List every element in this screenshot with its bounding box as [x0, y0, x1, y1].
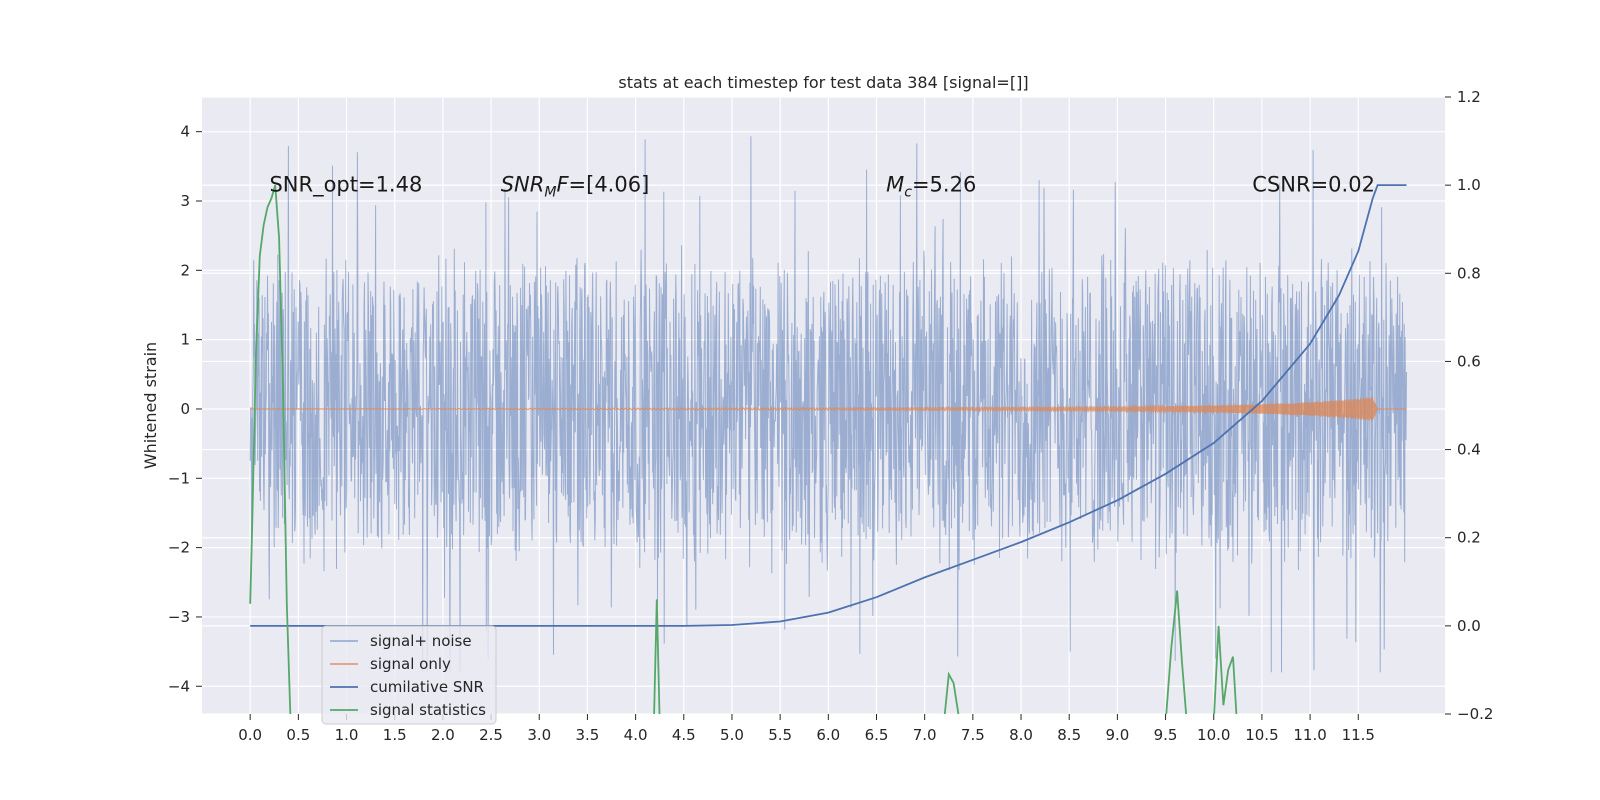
- legend-label: cumilative SNR: [370, 678, 484, 696]
- y-right-tick-label: 0.0: [1457, 617, 1481, 635]
- y-tick-label: −1: [168, 469, 190, 487]
- y-right-tick-label: 0.2: [1457, 529, 1481, 547]
- y-right-tick-label: −0.2: [1457, 705, 1493, 723]
- annotation-text: SNRMF=[4.06]: [501, 173, 650, 201]
- x-tick-label: 0.5: [286, 726, 310, 744]
- x-tick-label: 9.5: [1154, 726, 1178, 744]
- series-signal-noise-line: [249, 136, 1407, 673]
- legend-label: signal+ noise: [370, 632, 472, 650]
- x-tick-label: 8.0: [1009, 726, 1033, 744]
- annotation-text: SNR_opt=1.48: [269, 173, 422, 198]
- y-tick-label: 0: [180, 400, 190, 418]
- x-tick-label: 7.5: [961, 726, 985, 744]
- x-tick-label: 11.0: [1293, 726, 1326, 744]
- y-right-tick-label: 0.6: [1457, 352, 1481, 370]
- legend-label: signal statistics: [370, 701, 486, 719]
- x-tick-label: 10.0: [1197, 726, 1230, 744]
- legend-label: signal only: [370, 655, 451, 673]
- x-tick-label: 4.5: [672, 726, 696, 744]
- y-tick-label: 1: [180, 331, 190, 349]
- y-tick-label: −4: [168, 677, 190, 695]
- y-tick-label: 2: [180, 261, 190, 279]
- y-tick-label: 3: [180, 192, 190, 210]
- y-axis-label: Whitened strain: [141, 342, 160, 469]
- y-tick-label: 4: [180, 123, 190, 141]
- legend-box: [321, 625, 497, 725]
- x-tick-label: 9.0: [1105, 726, 1129, 744]
- x-tick-label: 2.0: [431, 726, 455, 744]
- x-tick-label: 11.5: [1342, 726, 1375, 744]
- y-right-tick-label: 0.4: [1457, 441, 1481, 459]
- x-tick-label: 1.0: [335, 726, 359, 744]
- legend: signal+ noise signal only cumilative SNR si…: [321, 625, 497, 725]
- x-tick-label: 5.0: [720, 726, 744, 744]
- series-signal-statistics-line: [249, 184, 1238, 714]
- x-tick-label: 3.5: [575, 726, 599, 744]
- annotation-text: Mc=5.26: [886, 173, 976, 201]
- axis-layer: 0.0 0.5 1.0 1.5 2.0 2.5 3.0 3.5 4.0 4.5 5.0 5.5 6.0 6…: [168, 88, 1494, 744]
- x-tick-label: 1.5: [383, 726, 407, 744]
- y-right-tick-label: 0.8: [1457, 264, 1481, 282]
- chart-title: stats at each timestep for test data 384…: [618, 73, 1028, 92]
- y-tick-label: −3: [168, 608, 190, 626]
- annotation-layer: SNR_opt=1.48 SNRMF=[4.06] Mc=5.26 CSNR=0.02: [269, 173, 1374, 201]
- y-right-tick-label: 1.0: [1457, 176, 1481, 194]
- series-signal-only-line: [250, 396, 1407, 422]
- series-cumulative-snr-line: [250, 184, 1407, 627]
- series-layer: [249, 136, 1407, 714]
- x-tick-label: 3.0: [527, 726, 551, 744]
- x-tick-label: 6.5: [865, 726, 889, 744]
- x-tick-label: 7.0: [913, 726, 937, 744]
- annotation-text: CSNR=0.02: [1252, 173, 1375, 197]
- x-tick-label: 6.0: [816, 726, 840, 744]
- x-tick-label: 2.5: [479, 726, 503, 744]
- x-tick-label: 4.0: [624, 726, 648, 744]
- y-tick-label: −2: [168, 539, 190, 557]
- y-right-tick-label: 1.2: [1457, 88, 1481, 106]
- x-tick-label: 5.5: [768, 726, 792, 744]
- x-tick-label: 0.0: [238, 726, 262, 744]
- x-tick-label: 10.5: [1245, 726, 1278, 744]
- x-tick-label: 8.5: [1057, 726, 1081, 744]
